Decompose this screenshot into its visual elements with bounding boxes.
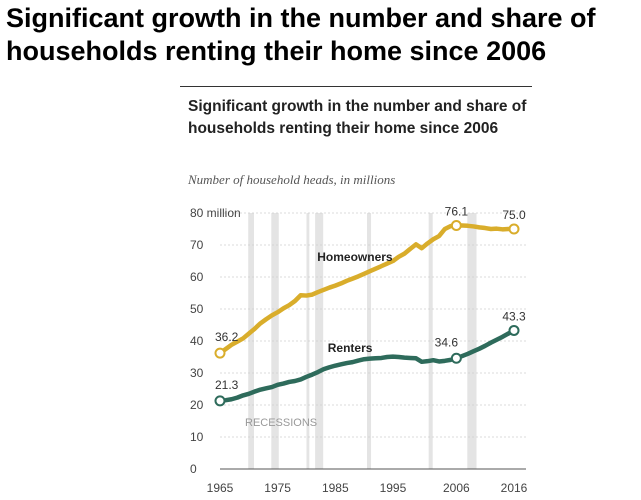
data-point-marker <box>450 219 462 231</box>
recession-band <box>428 213 433 469</box>
y-axis-tick-labels: 0 10 20 30 40 50 60 70 80 million <box>190 206 241 476</box>
x-tick-label: 1975 <box>264 481 291 495</box>
x-tick-label: 2006 <box>443 481 470 495</box>
recession-band <box>306 213 310 469</box>
recession-band <box>467 213 477 469</box>
recession-band <box>271 213 279 469</box>
data-label: 21.3 <box>215 378 239 392</box>
panel-top-rule <box>180 86 532 87</box>
y-tick-label: 70 <box>190 238 204 252</box>
series-line-renters <box>217 328 517 404</box>
recessions-label: RECESSIONS <box>245 417 317 429</box>
data-point-marker <box>450 352 462 364</box>
y-tick-label: 30 <box>190 366 204 380</box>
y-tick-label: 40 <box>190 334 204 348</box>
y-tick-label: 10 <box>190 430 204 444</box>
data-labels: Homeowners 36.2 76.1 75.0 Renters 21.3 34.6 43.… <box>214 204 526 407</box>
x-tick-label: 1965 <box>207 481 234 495</box>
x-tick-label: 1995 <box>380 481 407 495</box>
series-name-label: Homeowners <box>317 250 393 264</box>
chart-title: Significant growth in the number and sha… <box>188 98 527 137</box>
series-lines <box>217 223 517 404</box>
data-point-marker <box>214 347 226 359</box>
data-label: 76.1 <box>445 204 469 218</box>
recession-band <box>248 213 255 469</box>
y-tick-label: 80 million <box>190 206 241 220</box>
data-point-marker <box>214 395 226 407</box>
page-headline: Significant growth in the number and sha… <box>6 3 596 66</box>
data-label: 75.0 <box>502 208 526 222</box>
y-tick-label: 50 <box>190 302 204 316</box>
y-tick-label: 0 <box>190 462 197 476</box>
x-tick-label: 1985 <box>322 481 349 495</box>
data-point-marker <box>508 324 520 336</box>
data-point-marker <box>508 223 520 235</box>
x-tick-label: 2016 <box>501 481 528 495</box>
data-label: 36.2 <box>215 330 239 344</box>
series-line-homeowners <box>217 223 517 356</box>
recession-band <box>315 213 324 469</box>
series-name-label: Renters <box>328 341 373 355</box>
data-label: 34.6 <box>435 335 459 349</box>
chart-subtitle: Number of household heads, in millions <box>188 172 396 187</box>
y-tick-label: 60 <box>190 270 204 284</box>
x-axis-tick-labels: 1965 1975 1985 1995 2006 2016 <box>207 481 528 495</box>
data-label: 43.3 <box>502 309 526 323</box>
y-tick-label: 20 <box>190 398 204 412</box>
gridlines <box>220 212 526 470</box>
